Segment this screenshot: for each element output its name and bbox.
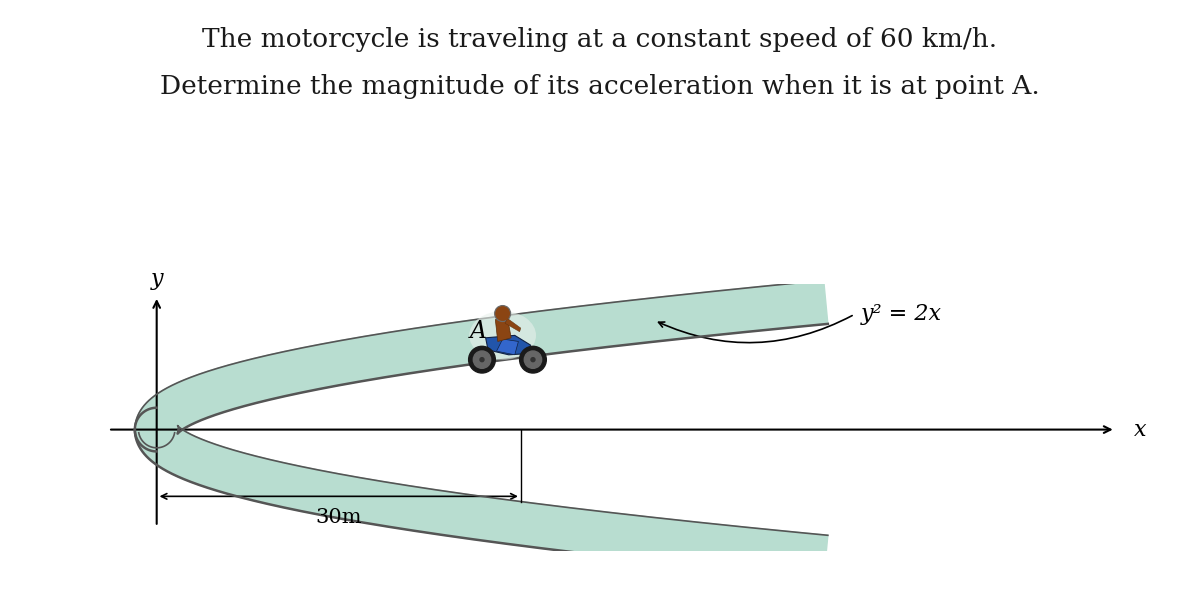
Text: y: y (150, 268, 163, 290)
Polygon shape (134, 408, 179, 451)
Polygon shape (486, 335, 530, 355)
Circle shape (524, 351, 541, 368)
Ellipse shape (469, 311, 536, 359)
Polygon shape (134, 425, 828, 579)
Text: x: x (1134, 419, 1146, 440)
Circle shape (469, 346, 496, 373)
Text: The motorcycle is traveling at a constant speed of 60 km/h.: The motorcycle is traveling at a constan… (203, 27, 997, 52)
Circle shape (530, 358, 535, 362)
Circle shape (494, 306, 510, 321)
Circle shape (473, 351, 491, 368)
Circle shape (480, 358, 484, 362)
Circle shape (496, 307, 509, 320)
Polygon shape (134, 280, 828, 434)
Polygon shape (505, 318, 521, 332)
Text: Determine the magnitude of its acceleration when it is at point A.: Determine the magnitude of its accelerat… (160, 74, 1040, 99)
Text: y² = 2x: y² = 2x (860, 303, 942, 325)
Polygon shape (496, 317, 511, 341)
Polygon shape (497, 339, 518, 355)
Text: 30m: 30m (316, 508, 362, 528)
Text: A: A (470, 319, 487, 342)
Circle shape (520, 346, 546, 373)
